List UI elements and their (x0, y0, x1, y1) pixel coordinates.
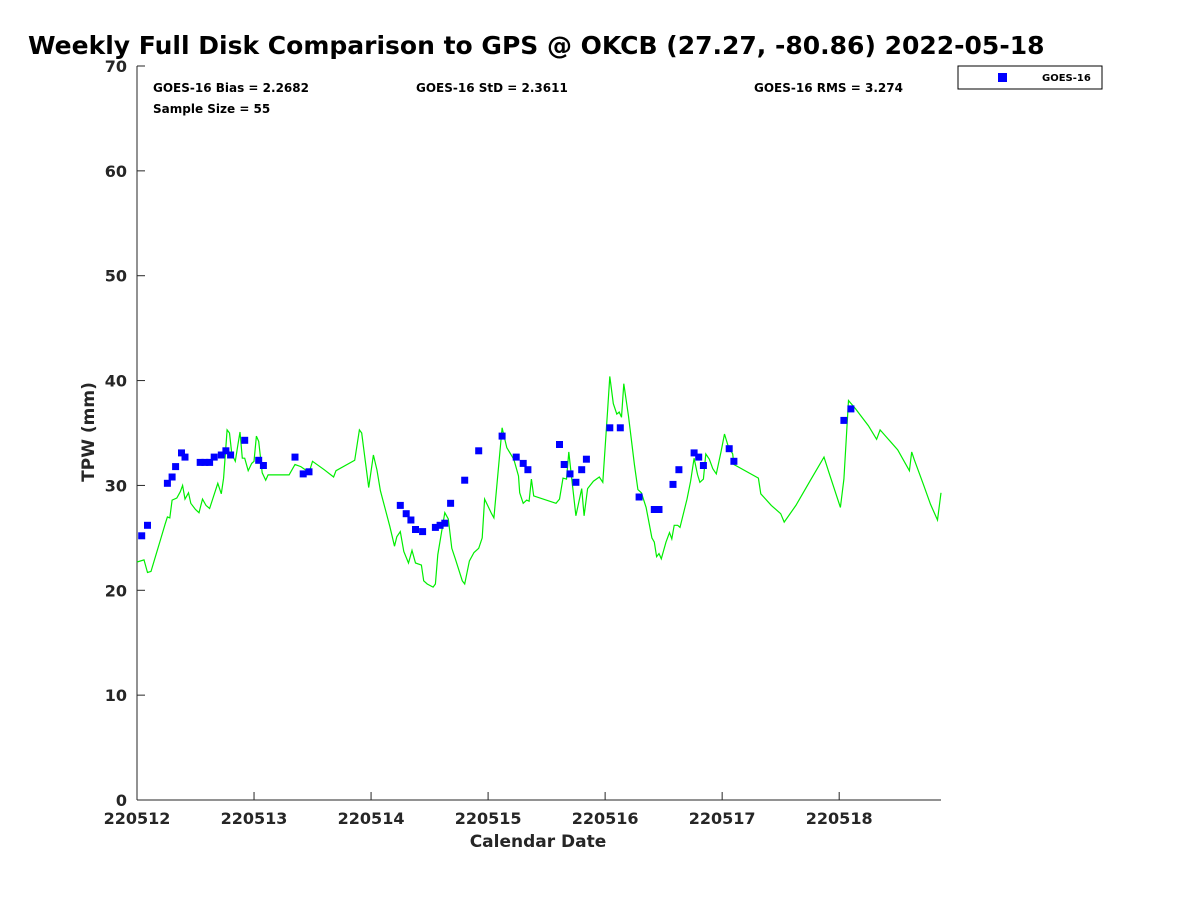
goes16-point (524, 466, 532, 474)
x-axis-label: Calendar Date (470, 832, 607, 852)
goes16-point (299, 470, 307, 478)
goes16-point (690, 449, 698, 457)
y-tick-label: 60 (105, 162, 127, 181)
goes16-point (730, 457, 738, 465)
goes16-point (144, 521, 151, 529)
legend-box (957, 65, 1103, 90)
goes16-point (217, 451, 225, 459)
legend-marker-goes16 (998, 73, 1007, 82)
y-tick-label: 30 (105, 476, 127, 495)
y-tick-label: 20 (105, 581, 127, 600)
goes16-point (138, 532, 146, 540)
y-tick-label: 70 (105, 57, 127, 76)
goes16-point (447, 499, 455, 507)
goes16-point (616, 424, 624, 432)
goes16-point (407, 516, 415, 524)
goes16-point (396, 501, 404, 509)
goes16-point (305, 468, 313, 476)
goes16-point (206, 458, 214, 466)
goes16-point (650, 506, 658, 513)
goes16-point (441, 519, 449, 527)
goes16-point (512, 453, 520, 461)
goes16-point (419, 528, 427, 536)
goes16-point (695, 453, 703, 461)
legend-label-goes16: GOES-16 (1042, 73, 1091, 84)
goes16-point (227, 451, 235, 459)
goes16-point (475, 447, 483, 455)
goes16-point (560, 461, 568, 468)
x-tick-label: 220518 (806, 809, 873, 828)
goes16-point (498, 432, 506, 440)
stat-std: GOES-16 StD = 2.3611 (416, 81, 568, 95)
goes16-point (461, 476, 469, 484)
legend: GOES-16 (957, 65, 1103, 90)
x-tick-label: 220514 (338, 809, 405, 828)
chart-title: Weekly Full Disk Comparison to GPS @ OKC… (28, 31, 1044, 60)
goes16-point (172, 463, 180, 471)
goes16-point (291, 453, 299, 461)
goes16-point (669, 480, 677, 488)
x-tick-label: 220517 (689, 809, 756, 828)
goes16-series-points (138, 405, 855, 540)
goes16-point (412, 526, 419, 533)
y-tick-label: 0 (116, 791, 127, 810)
goes16-point (222, 447, 230, 455)
x-tick-label: 220512 (104, 809, 171, 828)
x-tick-label: 220513 (221, 809, 288, 828)
goes16-point (519, 459, 527, 467)
goes16-point (163, 479, 171, 487)
goes16-point (582, 455, 590, 463)
goes16-point (210, 453, 218, 461)
goes16-point (699, 462, 707, 469)
goes16-point (196, 458, 204, 466)
gps-series-line (136, 376, 942, 588)
goes16-point (241, 436, 249, 444)
y-axis-label: TPW (mm) (79, 382, 99, 482)
goes16-point (201, 458, 209, 466)
plot-axes: 0 10 20 30 40 50 60 70 220512 220513 220514 220515 2… (104, 57, 941, 828)
y-tick-label: 50 (105, 267, 127, 286)
goes16-point (635, 493, 643, 501)
x-tick-label: 220516 (572, 809, 639, 828)
goes16-point (178, 449, 185, 457)
goes16-point (556, 441, 563, 448)
goes16-point (675, 466, 683, 474)
goes16-point (255, 456, 263, 464)
stat-bias: GOES-16 Bias = 2.2682 (153, 81, 309, 95)
goes16-point (436, 521, 444, 529)
y-tick-label: 40 (105, 372, 127, 391)
goes16-point (840, 416, 848, 424)
x-tick-label: 220515 (455, 809, 522, 828)
goes16-point (847, 405, 855, 413)
goes16-point (168, 473, 176, 481)
goes16-point (655, 506, 663, 513)
goes16-point (402, 510, 410, 518)
goes16-point (431, 523, 439, 531)
gps-line-path (136, 376, 942, 588)
stat-sample-size: Sample Size = 55 (153, 102, 270, 116)
goes16-point (606, 424, 614, 432)
goes16-point (566, 470, 574, 478)
y-tick-label: 10 (105, 686, 127, 705)
goes16-point (572, 478, 580, 486)
goes16-point (578, 466, 586, 474)
stat-rms: GOES-16 RMS = 3.274 (754, 81, 903, 95)
goes16-point (181, 453, 189, 461)
goes16-point (259, 462, 267, 469)
goes16-point (725, 445, 733, 453)
